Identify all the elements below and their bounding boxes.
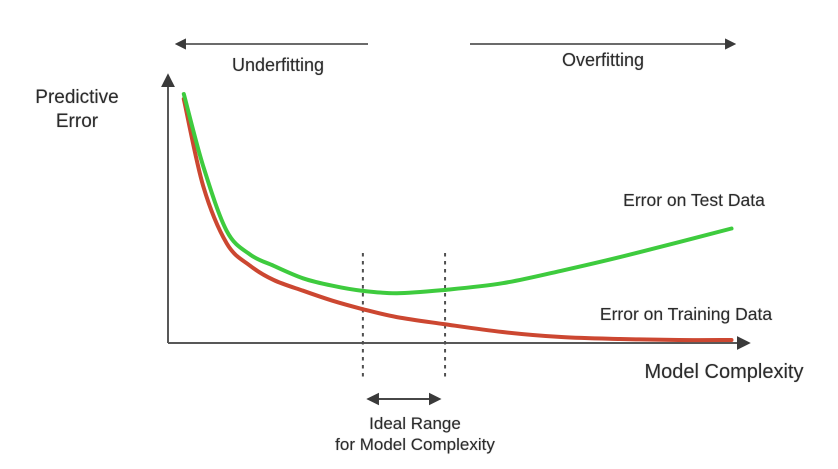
y-axis-title-line1: Predictive <box>35 87 119 108</box>
ideal-range-label: Ideal Range for Model Complexity <box>335 413 495 455</box>
overfitting-label: Overfitting <box>561 50 645 70</box>
ideal-range-label-line2: for Model Complexity <box>335 435 495 454</box>
x-axis-title: Model Complexity <box>644 361 804 383</box>
underfitting-label: Underfitting <box>231 55 325 75</box>
training-error-curve-label: Error on Training Data <box>599 304 773 324</box>
test-error-curve-label: Error on Test Data <box>623 190 765 210</box>
training-error-curve <box>181 97 734 343</box>
y-axis-title: Predictive Error <box>35 86 118 134</box>
y-axis-title-line2: Error <box>55 111 99 132</box>
ideal-range-label-line1: Ideal Range <box>369 414 461 433</box>
test-error-curve <box>181 92 734 296</box>
